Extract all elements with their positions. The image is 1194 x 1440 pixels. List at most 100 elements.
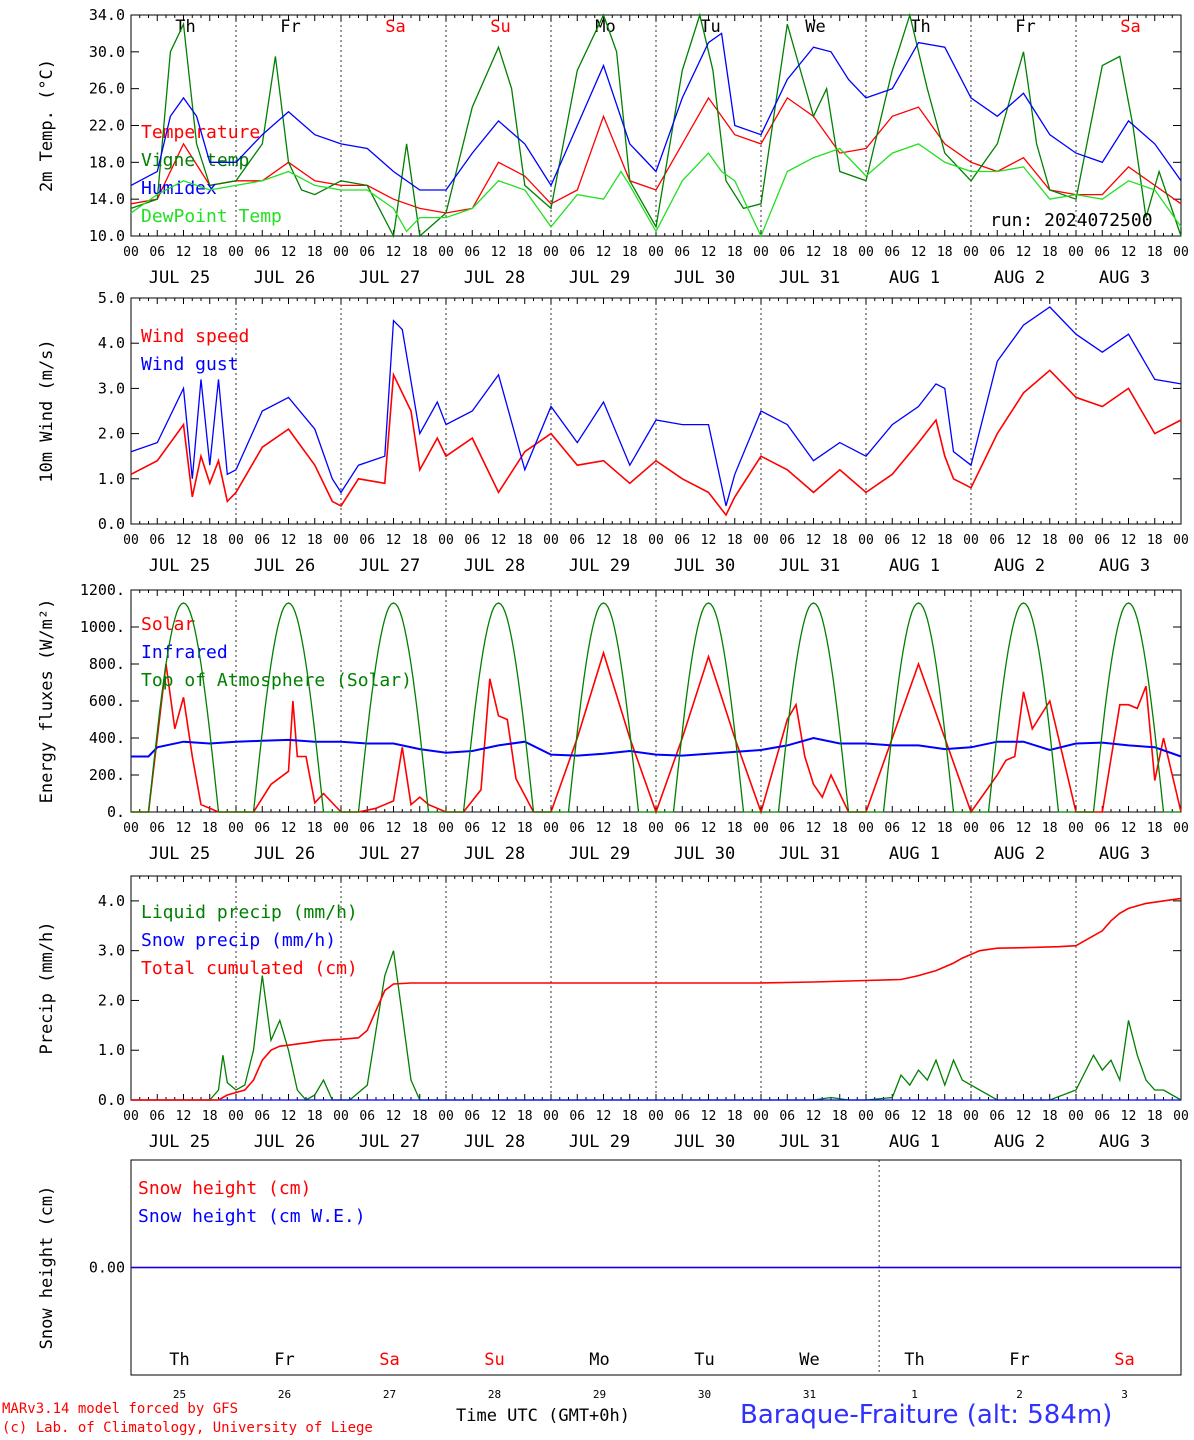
hour-tick-label: 12 <box>806 245 822 260</box>
hour-tick-label: 18 <box>202 1109 218 1124</box>
legend-entry: Snow height (cm W.E.) <box>138 1206 366 1227</box>
panel-5: 0.00 Snow height (cm) Snow height (cm) Snow… <box>37 1159 1182 1401</box>
hour-tick-label: 18 <box>1042 245 1058 260</box>
hour-tick-label: 18 <box>1147 245 1163 260</box>
hour-tick-label: 18 <box>622 533 638 548</box>
day-number-label: 28 <box>488 1388 501 1401</box>
hour-tick-label: 18 <box>307 1109 323 1124</box>
date-label: AUG 1 <box>889 844 940 864</box>
hour-tick-label: 18 <box>1042 1109 1058 1124</box>
hour-tick-label: 06 <box>884 1109 900 1124</box>
date-label: JUL 31 <box>779 1132 840 1152</box>
series-line <box>131 897 1182 1101</box>
hour-tick-label: 00 <box>438 533 454 548</box>
hour-tick-label: 06 <box>674 245 690 260</box>
hour-tick-label: 18 <box>412 245 428 260</box>
hour-tick-label: 00 <box>543 821 559 836</box>
hour-tick-label: 12 <box>701 533 717 548</box>
hour-tick-label: 12 <box>176 245 192 260</box>
day-number-label: 31 <box>803 1388 816 1401</box>
date-label: JUL 26 <box>254 556 315 576</box>
series-line <box>130 143 1182 238</box>
hour-tick-label: 00 <box>543 533 559 548</box>
hour-tick-label: 06 <box>254 245 270 260</box>
hour-tick-label: 00 <box>438 1109 454 1124</box>
date-label: JUL 27 <box>359 268 420 288</box>
hour-tick-label: 00 <box>1173 1109 1189 1124</box>
hour-tick-label: 00 <box>963 533 979 548</box>
hour-tick-label: 12 <box>806 533 822 548</box>
hour-tick-label: 12 <box>911 1109 927 1124</box>
date-label: JUL 27 <box>359 556 420 576</box>
hour-tick-label: 06 <box>884 821 900 836</box>
day-number-label: 2 <box>1016 1388 1023 1401</box>
hour-tick-label: 12 <box>176 533 192 548</box>
y-tick-label: 1200. <box>80 581 125 599</box>
date-label: JUL 26 <box>254 1132 315 1152</box>
hour-tick-label: 06 <box>989 245 1005 260</box>
hour-tick-label: 18 <box>727 533 743 548</box>
hour-tick-label: 06 <box>149 533 165 548</box>
hour-tick-label: 12 <box>1016 1109 1032 1124</box>
weekday-label: We <box>799 1350 819 1370</box>
y-tick-label: 10.0 <box>89 227 125 245</box>
legend-entry: Snow height (cm) <box>138 1178 311 1199</box>
hour-tick-label: 00 <box>963 245 979 260</box>
hour-tick-label: 06 <box>989 1109 1005 1124</box>
date-label: JUL 30 <box>674 556 735 576</box>
date-label: AUG 3 <box>1099 268 1150 288</box>
y-tick-label: 18.0 <box>89 153 125 171</box>
date-label: AUG 3 <box>1099 556 1150 576</box>
y-tick-label: 4.0 <box>98 892 125 910</box>
hour-tick-label: 06 <box>254 533 270 548</box>
series-line <box>130 12 1182 239</box>
hour-tick-label: 18 <box>622 1109 638 1124</box>
y-axis-label: Precip (mm/h) <box>37 921 57 1054</box>
weekday-label: Th <box>904 1350 924 1370</box>
date-label: JUL 26 <box>254 844 315 864</box>
day-number-label: 30 <box>698 1388 711 1401</box>
hour-tick-label: 12 <box>911 821 927 836</box>
hour-tick-label: 06 <box>674 533 690 548</box>
series-line <box>130 369 1182 517</box>
hour-tick-label: 18 <box>727 1109 743 1124</box>
hour-tick-label: 00 <box>333 533 349 548</box>
y-tick-label: 1.0 <box>98 1041 125 1059</box>
y-tick-label: 600. <box>89 692 125 710</box>
date-label: JUL 25 <box>149 1132 210 1152</box>
y-tick-label: 0.0 <box>98 1091 125 1109</box>
series-line <box>130 306 1182 507</box>
date-label: JUL 29 <box>569 268 630 288</box>
hour-tick-label: 00 <box>543 1109 559 1124</box>
time-axis-label: Time UTC (GMT+0h) <box>456 1406 630 1426</box>
hour-tick-label: 00 <box>123 1109 139 1124</box>
hour-tick-label: 12 <box>176 1109 192 1124</box>
hour-tick-label: 00 <box>123 533 139 548</box>
hour-tick-label: 00 <box>1068 1109 1084 1124</box>
panel-4: 0.0 1.0 2.0 3.0 4.0 Precip (mm/h) 00 06 12 18 JUL … <box>37 875 1189 1152</box>
hour-tick-label: 12 <box>281 245 297 260</box>
hour-tick-label: 12 <box>1121 1109 1137 1124</box>
weekday-label: Sa <box>379 1350 399 1370</box>
series-line <box>131 650 1182 815</box>
series-line <box>130 32 1182 191</box>
hour-tick-label: 06 <box>569 1109 585 1124</box>
date-label: AUG 2 <box>994 1132 1045 1152</box>
hour-tick-label: 12 <box>1121 533 1137 548</box>
hour-tick-label: 00 <box>858 533 874 548</box>
series-line <box>131 736 1182 758</box>
y-tick-label: 4.0 <box>98 334 125 352</box>
date-label: JUL 25 <box>149 844 210 864</box>
date-label: AUG 3 <box>1099 844 1150 864</box>
hour-tick-label: 12 <box>701 821 717 836</box>
hour-tick-label: 18 <box>202 245 218 260</box>
y-tick-label: 1.0 <box>98 470 125 488</box>
hour-tick-label: 00 <box>858 1109 874 1124</box>
hour-tick-label: 00 <box>228 533 244 548</box>
hour-tick-label: 00 <box>753 245 769 260</box>
panel-3: 0. 200. 400. 600. 800. 1000. 1200. Energy fluxe… <box>37 581 1189 864</box>
weekday-label: We <box>805 17 825 37</box>
hour-tick-label: 06 <box>1094 821 1110 836</box>
hour-tick-label: 00 <box>963 821 979 836</box>
day-number-label: 3 <box>1121 1388 1128 1401</box>
